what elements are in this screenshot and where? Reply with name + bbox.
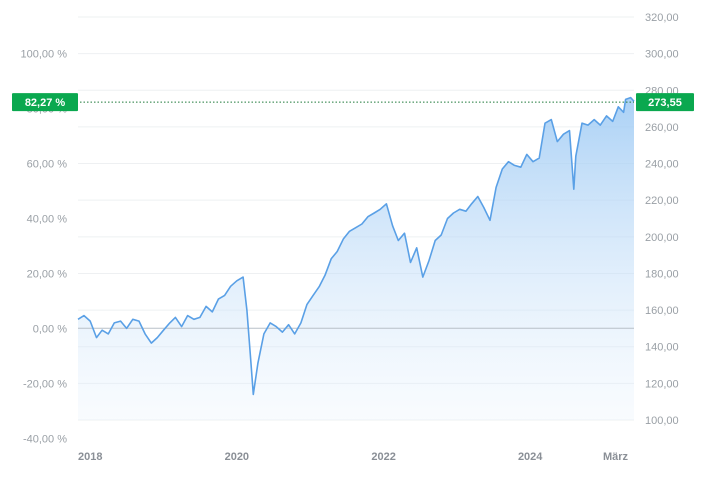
x-axis-tick-label: 2024 bbox=[518, 451, 543, 463]
left-axis-tick-label: 20,00 % bbox=[27, 268, 68, 280]
left-axis-tick-label: 100,00 % bbox=[21, 48, 68, 60]
current-percent-label: 82,27 % bbox=[25, 97, 66, 109]
left-axis-tick-label: -20,00 % bbox=[23, 378, 67, 390]
current-value-badge: 273,55 bbox=[636, 93, 694, 112]
right-axis-tick-label: 160,00 bbox=[645, 305, 679, 317]
left-axis-tick-label: -40,00 % bbox=[23, 433, 67, 445]
price-line bbox=[77, 96, 635, 396]
right-axis-tick-label: 320,00 bbox=[645, 12, 679, 24]
right-axis-tick-label: 260,00 bbox=[645, 122, 679, 134]
current-value-label: 273,55 bbox=[648, 97, 682, 109]
x-axis-tick-label: 2018 bbox=[78, 451, 102, 463]
right-axis-tick-label: 240,00 bbox=[645, 159, 679, 171]
right-axis-tick-label: 140,00 bbox=[645, 342, 679, 354]
right-axis-tick-label: 100,00 bbox=[645, 415, 679, 427]
price-area-fill bbox=[78, 97, 634, 420]
right-axis-tick-label: 200,00 bbox=[645, 232, 679, 244]
x-axis-tick-label: März bbox=[603, 451, 629, 463]
right-axis-tick-label: 120,00 bbox=[645, 378, 679, 390]
x-axis-tick-label: 2020 bbox=[225, 451, 249, 463]
right-axis-ticks: 320,00300,00280,00260,00240,00220,00200,… bbox=[645, 12, 679, 427]
x-axis-ticks: 2018 2020 2022 2024 März bbox=[78, 451, 629, 463]
left-axis-tick-label: 40,00 % bbox=[27, 213, 68, 225]
x-axis-tick-label: 2022 bbox=[371, 451, 395, 463]
right-axis-tick-label: 300,00 bbox=[645, 49, 679, 61]
right-axis-tick-label: 180,00 bbox=[645, 268, 679, 280]
current-percent-badge: 82,27 % bbox=[12, 93, 78, 112]
right-axis-tick-label: 220,00 bbox=[645, 195, 679, 207]
left-axis-tick-label: 0,00 % bbox=[33, 323, 67, 335]
left-axis-tick-label: 60,00 % bbox=[27, 158, 68, 170]
